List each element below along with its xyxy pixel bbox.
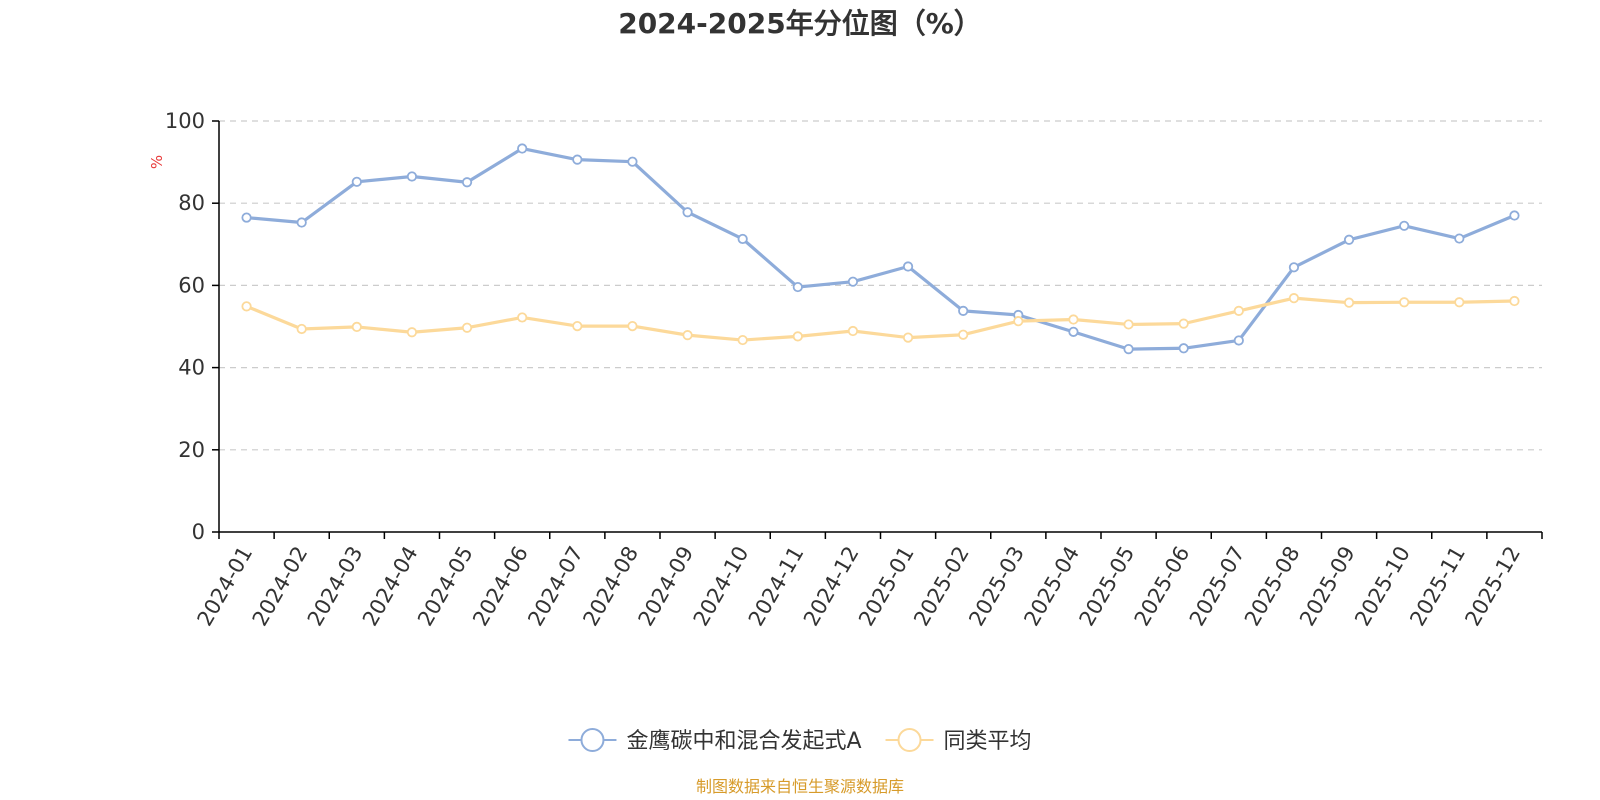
- data-point[interactable]: [958, 305, 969, 316]
- data-point[interactable]: [902, 332, 914, 343]
- data-point[interactable]: [682, 207, 693, 218]
- legend: 金鹰碳中和混合发起式A 同类平均: [568, 728, 1032, 754]
- grid-lines: [219, 120, 1542, 451]
- data-point[interactable]: [1454, 233, 1465, 244]
- data-point[interactable]: [461, 177, 473, 188]
- y-tick-label: 20: [178, 438, 205, 462]
- y-tick-label: 40: [178, 356, 205, 380]
- data-point[interactable]: [737, 233, 748, 245]
- data-point[interactable]: [241, 212, 252, 223]
- data-point[interactable]: [627, 156, 638, 167]
- data-point[interactable]: [847, 325, 859, 337]
- data-point[interactable]: [1399, 220, 1410, 231]
- y-axis-ticks: 0 20 40 60 80 100: [165, 109, 219, 544]
- y-tick-label: 80: [178, 191, 205, 215]
- data-point[interactable]: [461, 322, 473, 333]
- data-point[interactable]: [351, 176, 362, 187]
- data-point[interactable]: [627, 320, 638, 332]
- data-point[interactable]: [241, 301, 252, 312]
- data-point[interactable]: [958, 329, 969, 340]
- legend-label: 金鹰碳中和混合发起式A: [626, 729, 861, 754]
- data-point[interactable]: [1013, 316, 1024, 327]
- data-point[interactable]: [1288, 293, 1300, 304]
- source-note: 制图数据来自恒生聚源数据库: [696, 777, 904, 796]
- data-point[interactable]: [1068, 314, 1079, 325]
- y-tick-label: 60: [178, 273, 205, 297]
- data-point[interactable]: [572, 320, 583, 332]
- x-tick-label: 2025-12: [1460, 542, 1525, 630]
- data-point[interactable]: [1343, 234, 1355, 245]
- legend-item-0[interactable]: 金鹰碳中和混合发起式A: [568, 728, 862, 754]
- data-point[interactable]: [1068, 326, 1079, 337]
- y-tick-label: 0: [192, 520, 205, 544]
- data-point[interactable]: [1454, 297, 1465, 308]
- y-tick-label: 100: [165, 109, 205, 133]
- data-point[interactable]: [406, 327, 418, 338]
- legend-swatch-marker: [897, 728, 922, 752]
- data-point[interactable]: [737, 334, 748, 346]
- data-point[interactable]: [847, 276, 859, 287]
- series: [241, 143, 1520, 355]
- data-point[interactable]: [296, 217, 307, 228]
- data-point[interactable]: [1123, 344, 1134, 355]
- y-axis-unit-label: %: [148, 155, 166, 169]
- chart-title: 2024-2025年分位图（%）: [618, 7, 982, 40]
- series-0: [241, 143, 1520, 355]
- data-point[interactable]: [351, 321, 362, 333]
- data-point[interactable]: [792, 331, 803, 342]
- data-point[interactable]: [1399, 297, 1410, 308]
- data-point[interactable]: [1178, 318, 1189, 329]
- data-point[interactable]: [792, 281, 803, 293]
- data-point[interactable]: [1343, 297, 1355, 308]
- data-point[interactable]: [1509, 295, 1520, 307]
- data-point[interactable]: [572, 154, 583, 165]
- series-line: [244, 146, 1517, 351]
- data-point[interactable]: [1233, 305, 1244, 316]
- data-point[interactable]: [1288, 262, 1300, 273]
- data-point[interactable]: [902, 261, 914, 272]
- series-line: [244, 296, 1517, 342]
- x-axis-ticks: 2024-012024-022024-032024-042024-052024-…: [193, 532, 1543, 630]
- data-point[interactable]: [1509, 210, 1520, 221]
- legend-label: 同类平均: [944, 729, 1032, 754]
- data-point[interactable]: [517, 143, 528, 154]
- data-point[interactable]: [406, 171, 418, 182]
- axes: [218, 121, 1542, 533]
- data-point[interactable]: [1123, 319, 1134, 330]
- data-point[interactable]: [682, 330, 693, 341]
- data-point[interactable]: [517, 312, 528, 323]
- series-1: [241, 293, 1520, 346]
- legend-swatch-marker: [580, 728, 605, 752]
- legend-item-1[interactable]: 同类平均: [885, 728, 1032, 754]
- data-point[interactable]: [1178, 343, 1189, 354]
- data-point[interactable]: [1233, 335, 1244, 346]
- data-point[interactable]: [296, 323, 307, 335]
